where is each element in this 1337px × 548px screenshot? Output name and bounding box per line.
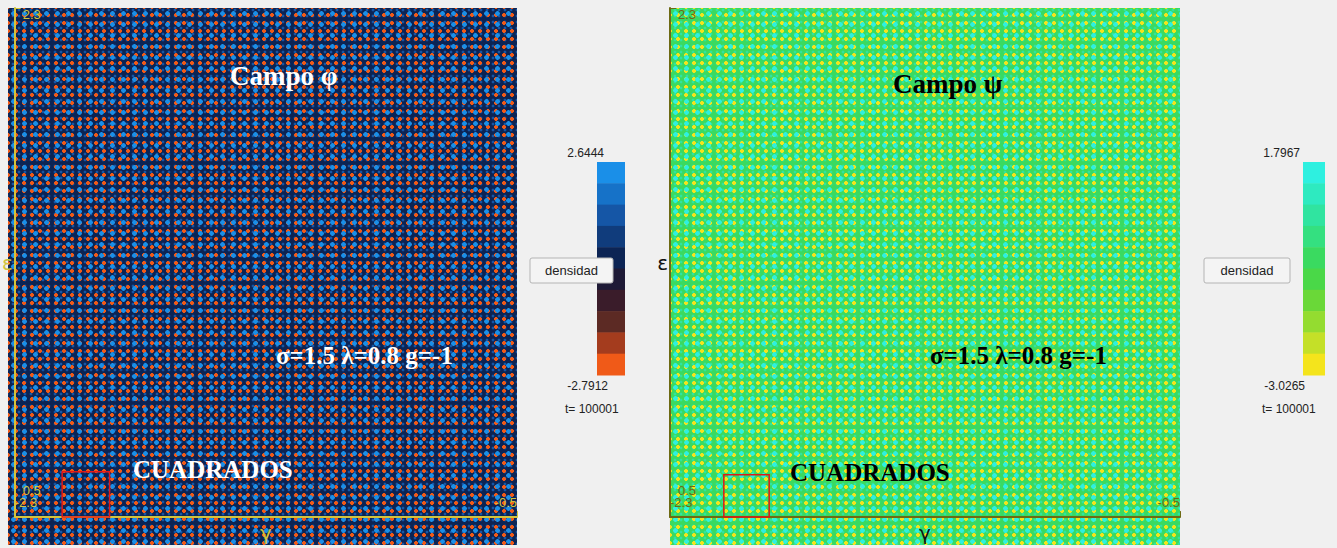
svg-text:CUADRADOS: CUADRADOS (133, 456, 293, 483)
svg-text:-0.5: -0.5 (1158, 495, 1180, 510)
svg-text:Campo ψ: Campo ψ (893, 69, 1003, 99)
svg-text:γ: γ (260, 521, 272, 545)
svg-text:densidad: densidad (545, 263, 598, 278)
svg-text:γ: γ (919, 521, 931, 545)
svg-text:CUADRADOS: CUADRADOS (790, 459, 950, 486)
svg-text:-0.5: -0.5 (495, 495, 517, 510)
svg-text:0.5: 0.5 (22, 483, 41, 499)
svg-text:densidad: densidad (1221, 263, 1274, 278)
svg-text:σ=1.5 λ=0.8 g=-1: σ=1.5 λ=0.8 g=-1 (930, 342, 1107, 369)
svg-text:Campo φ: Campo φ (230, 61, 338, 91)
svg-text:-3.0265: -3.0265 (1264, 379, 1305, 393)
svg-text:0.5: 0.5 (678, 483, 697, 499)
svg-text:σ=1.5 λ=0.8 g=-1: σ=1.5 λ=0.8 g=-1 (276, 342, 453, 369)
svg-text:2.3: 2.3 (678, 7, 696, 22)
svg-text:-2.3: -2.3 (15, 495, 37, 510)
svg-text:-2.3: -2.3 (670, 495, 692, 510)
svg-text:ε: ε (2, 251, 13, 275)
svg-text:2.3: 2.3 (23, 7, 41, 22)
svg-text:2.6444: 2.6444 (567, 146, 604, 160)
svg-text:-2.7912: -2.7912 (567, 379, 608, 393)
svg-text:1.7967: 1.7967 (1263, 146, 1300, 160)
svg-text:t= 100001: t= 100001 (565, 402, 619, 416)
svg-text:t= 100001: t= 100001 (1262, 402, 1316, 416)
svg-text:ε: ε (657, 251, 668, 275)
